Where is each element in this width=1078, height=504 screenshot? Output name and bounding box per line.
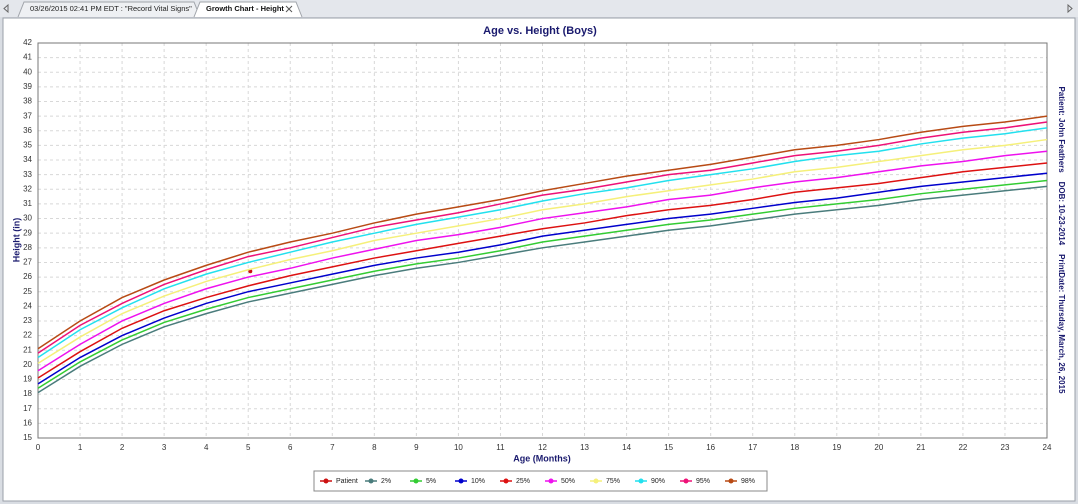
annotation: Patient: John Feathers DOB: 10-23-2014 P… <box>1057 86 1066 394</box>
percentile-line <box>37 185 1048 394</box>
scroll-left[interactable] <box>3 3 9 14</box>
x-tick-label: 23 <box>1001 443 1010 452</box>
y-tick-label: 41 <box>23 53 32 62</box>
x-tick-label: 8 <box>372 443 377 452</box>
legend-marker <box>548 478 554 484</box>
y-tick-label: 23 <box>23 316 32 325</box>
legend-marker <box>413 478 419 484</box>
y-axis-label: Height (in) <box>11 218 21 263</box>
legend-label: 5% <box>426 478 436 485</box>
x-tick-label: 19 <box>832 443 841 452</box>
y-tick-label: 28 <box>23 243 32 252</box>
legend-marker <box>638 478 644 484</box>
chart-title: Age vs. Height (Boys) <box>483 25 597 37</box>
y-tick-label: 25 <box>23 287 32 296</box>
y-tick-label: 31 <box>23 199 32 208</box>
legend-label: Patient <box>336 478 358 485</box>
x-tick-label: 4 <box>204 443 209 452</box>
legend-label: 2% <box>381 478 391 485</box>
legend-marker <box>323 478 329 484</box>
percentile-line <box>37 127 1048 359</box>
x-tick-label: 1 <box>78 443 83 452</box>
legend-marker <box>593 478 599 484</box>
y-tick-label: 17 <box>23 404 32 413</box>
tab-label: Growth Chart - Height <box>206 4 284 13</box>
x-tick-label: 14 <box>622 443 631 452</box>
x-tick-label: 9 <box>414 443 419 452</box>
legend-label: 75% <box>606 478 620 485</box>
percentile-line <box>37 162 1048 379</box>
legend-label: 25% <box>516 478 530 485</box>
y-tick-label: 33 <box>23 170 32 179</box>
y-tick-label: 36 <box>23 126 32 135</box>
x-tick-label: 6 <box>288 443 293 452</box>
y-tick-label: 15 <box>23 433 32 442</box>
legend-marker <box>728 478 734 484</box>
y-tick-label: 16 <box>23 418 32 427</box>
percentile-line <box>37 138 1048 365</box>
x-tick-label: 2 <box>120 443 125 452</box>
y-tick-label: 19 <box>23 375 32 384</box>
x-tick-label: 0 <box>36 443 41 452</box>
x-tick-label: 20 <box>874 443 883 452</box>
y-tick-label: 38 <box>23 97 32 106</box>
y-tick-label: 37 <box>23 111 32 120</box>
percentile-line <box>37 121 1048 354</box>
x-tick-label: 10 <box>454 443 463 452</box>
x-tick-label: 18 <box>790 443 799 452</box>
x-tick-label: 7 <box>330 443 335 452</box>
y-tick-label: 40 <box>23 67 32 76</box>
x-axis-label: Age (Months) <box>513 453 571 463</box>
plot-area <box>38 43 1047 438</box>
legend-marker <box>683 478 689 484</box>
legend-marker <box>458 478 464 484</box>
percentile-line <box>37 115 1048 350</box>
tab-label: 03/26/2015 02:41 PM EDT : "Record Vital … <box>30 4 192 13</box>
x-tick-label: 17 <box>748 443 757 452</box>
tab-close[interactable] <box>285 5 293 13</box>
x-tick-label: 13 <box>580 443 589 452</box>
x-tick-label: 22 <box>958 443 967 452</box>
y-tick-label: 27 <box>23 258 32 267</box>
percentile-line <box>37 179 1048 389</box>
plot-border <box>37 42 1048 439</box>
y-tick-label: 20 <box>23 360 32 369</box>
percentile-line <box>37 172 1048 385</box>
x-tick-label: 11 <box>496 443 505 452</box>
legend-label: 90% <box>651 478 665 485</box>
y-tick-label: 35 <box>23 141 32 150</box>
y-tick-label: 32 <box>23 184 32 193</box>
y-tick-label: 39 <box>23 82 32 91</box>
legend-box <box>313 470 768 492</box>
legend-label: 10% <box>471 478 485 485</box>
scroll-right[interactable] <box>1067 3 1073 14</box>
x-tick-label: 16 <box>706 443 715 452</box>
y-tick-label: 18 <box>23 389 32 398</box>
y-tick-label: 26 <box>23 272 32 281</box>
x-tick-label: 21 <box>916 443 925 452</box>
y-tick-label: 34 <box>23 155 32 164</box>
x-tick-label: 3 <box>162 443 167 452</box>
y-tick-label: 29 <box>23 228 32 237</box>
y-tick-label: 42 <box>23 38 32 47</box>
x-tick-label: 15 <box>664 443 673 452</box>
tab-active[interactable] <box>193 1 303 18</box>
legend-label: 95% <box>696 478 710 485</box>
legend-label: 50% <box>561 478 575 485</box>
x-tick-label: 24 <box>1043 443 1052 452</box>
y-tick-label: 24 <box>23 301 32 310</box>
x-tick-label: 12 <box>538 443 547 452</box>
y-tick-label: 22 <box>23 331 32 340</box>
legend-marker <box>368 478 374 484</box>
x-tick-label: 5 <box>246 443 251 452</box>
y-tick-label: 21 <box>23 345 32 354</box>
y-tick-label: 30 <box>23 214 32 223</box>
legend-label: 98% <box>741 478 755 485</box>
legend-marker <box>503 478 509 484</box>
percentile-line <box>37 150 1048 372</box>
